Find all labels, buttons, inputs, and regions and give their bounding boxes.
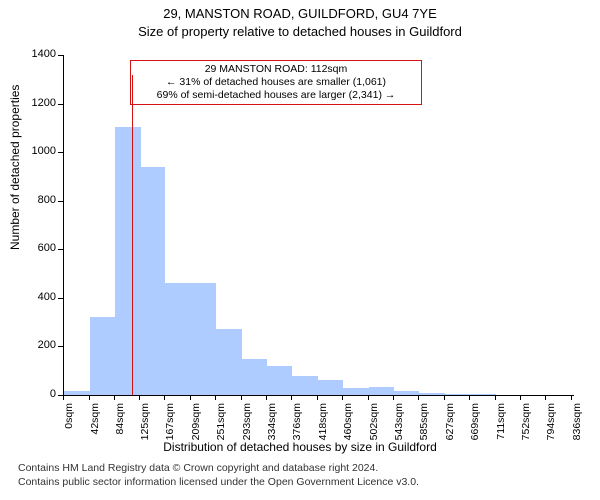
x-tick [342, 395, 343, 400]
y-tick [58, 249, 63, 250]
x-tick-label: 334sqm [266, 403, 278, 443]
page-subtitle: Size of property relative to detached ho… [0, 24, 600, 39]
y-tick [58, 346, 63, 347]
x-tick-label: 543sqm [393, 403, 405, 443]
y-tick [58, 55, 63, 56]
x-tick [495, 395, 496, 400]
x-tick [190, 395, 191, 400]
y-tick-label: 400 [16, 291, 56, 303]
y-tick-label: 200 [16, 339, 56, 351]
x-tick-label: 376sqm [291, 403, 303, 443]
y-tick [58, 104, 63, 105]
x-tick [444, 395, 445, 400]
x-tick-label: 209sqm [190, 403, 202, 443]
x-tick [139, 395, 140, 400]
x-tick-label: 669sqm [469, 403, 481, 443]
x-tick-label: 84sqm [114, 403, 126, 443]
x-tick [215, 395, 216, 400]
x-tick [545, 395, 546, 400]
x-tick [291, 395, 292, 400]
histogram-bar [394, 391, 421, 395]
x-tick-label: 711sqm [495, 403, 507, 443]
histogram-bar [318, 380, 345, 395]
footer-line-1: Contains HM Land Registry data © Crown c… [18, 462, 378, 475]
x-tick [241, 395, 242, 400]
x-tick [89, 395, 90, 400]
x-tick-label: 125sqm [139, 403, 151, 443]
y-tick-label: 0 [16, 388, 56, 400]
x-tick [368, 395, 369, 400]
y-tick-label: 1400 [16, 48, 56, 60]
y-tick [58, 152, 63, 153]
histogram-bar [419, 393, 446, 395]
y-tick [58, 201, 63, 202]
histogram-bar [115, 127, 142, 395]
x-tick-label: 836sqm [571, 403, 583, 443]
y-axis-label: Number of detached properties [8, 85, 22, 250]
property-marker-line [132, 75, 133, 395]
x-tick [393, 395, 394, 400]
x-tick-label: 502sqm [368, 403, 380, 443]
y-tick-label: 1200 [16, 97, 56, 109]
x-tick [571, 395, 572, 400]
x-tick-label: 460sqm [342, 403, 354, 443]
x-tick-label: 794sqm [545, 403, 557, 443]
x-tick [317, 395, 318, 400]
annotation-line-1: 29 MANSTON ROAD: 112sqm [137, 63, 415, 76]
histogram-bar [445, 394, 472, 395]
x-tick-label: 418sqm [317, 403, 329, 443]
annotation-line-3: 69% of semi-detached houses are larger (… [137, 89, 415, 102]
x-tick [266, 395, 267, 400]
x-tick-label: 627sqm [444, 403, 456, 443]
x-tick-label: 585sqm [418, 403, 430, 443]
y-tick [58, 298, 63, 299]
x-tick-label: 752sqm [520, 403, 532, 443]
x-tick [469, 395, 470, 400]
page-title: 29, MANSTON ROAD, GUILDFORD, GU4 7YE [0, 6, 600, 21]
x-tick [418, 395, 419, 400]
annotation-line-2: ← 31% of detached houses are smaller (1,… [137, 76, 415, 89]
histogram-bar [140, 167, 167, 395]
x-tick-label: 42sqm [89, 403, 101, 443]
y-tick-label: 600 [16, 242, 56, 254]
histogram-bar [369, 387, 396, 396]
histogram-bar [292, 376, 319, 395]
marker-annotation: 29 MANSTON ROAD: 112sqm ← 31% of detache… [130, 60, 422, 105]
x-tick-label: 293sqm [241, 403, 253, 443]
histogram-bar [470, 394, 497, 395]
histogram-bar [64, 391, 91, 395]
x-tick [520, 395, 521, 400]
x-tick-label: 167sqm [164, 403, 176, 443]
histogram-bar [191, 283, 218, 395]
histogram-plot [63, 55, 574, 396]
x-tick-label: 0sqm [63, 403, 75, 443]
histogram-bar [242, 359, 269, 395]
x-tick [114, 395, 115, 400]
histogram-bar [343, 388, 370, 395]
x-tick-label: 251sqm [215, 403, 227, 443]
footer-line-2: Contains public sector information licen… [18, 476, 419, 489]
x-axis-label: Distribution of detached houses by size … [0, 440, 600, 454]
x-tick [164, 395, 165, 400]
chart-container: 29, MANSTON ROAD, GUILDFORD, GU4 7YE Siz… [0, 0, 600, 500]
y-tick-label: 1000 [16, 145, 56, 157]
histogram-bar [216, 329, 243, 395]
histogram-bar [267, 366, 294, 395]
x-tick [63, 395, 64, 400]
y-tick-label: 800 [16, 194, 56, 206]
histogram-bar [90, 317, 117, 395]
histogram-bar [165, 283, 192, 395]
